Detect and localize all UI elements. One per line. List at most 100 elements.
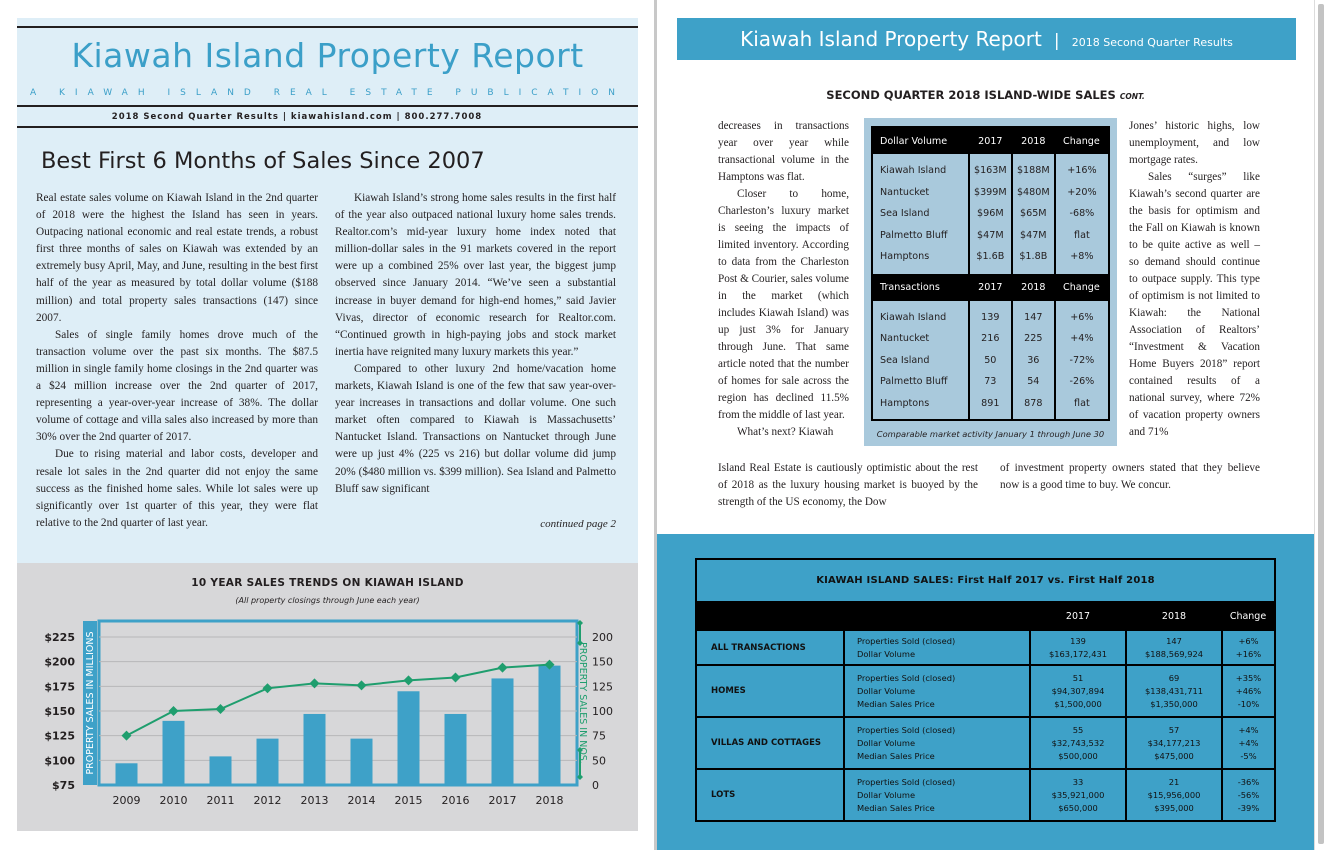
x-tick-label: 2017 xyxy=(489,794,517,807)
column-header: 2018 xyxy=(1011,273,1055,301)
bar xyxy=(115,763,138,784)
market-name: Kiawah Island xyxy=(880,311,947,323)
cell: flat xyxy=(1053,224,1109,246)
change-value: +4% xyxy=(1238,737,1259,748)
section-heading: SECOND QUARTER 2018 ISLAND-WIDE SALES CO… xyxy=(657,88,1314,102)
banner-subtitle: 2018 Second Quarter Results xyxy=(1071,36,1233,49)
y2-axis-marker xyxy=(577,774,583,780)
continued-link[interactable]: continued page 2 xyxy=(540,518,616,530)
line-point xyxy=(450,672,461,683)
market-name: Hamptons xyxy=(880,397,930,409)
sales-summary-table: KIAWAH ISLAND SALES: First Half 2017 vs.… xyxy=(695,558,1276,822)
cell: 36 xyxy=(1010,349,1055,371)
paragraph: Closer to home, Charleston’s luxury mark… xyxy=(718,188,849,421)
dollar-volume-rows: Kiawah Island $163M $188M +16% Nantucket $399… xyxy=(872,154,1109,274)
cell: 139 xyxy=(967,306,1012,328)
value-2018: 21 xyxy=(1168,776,1180,787)
y-tick-label: $100 xyxy=(44,754,75,767)
metric-label: Properties Sold (closed) xyxy=(857,635,956,646)
banner-separator: | xyxy=(1053,31,1060,51)
metric-label: Dollar Volume xyxy=(857,685,916,696)
masthead-info: 2018 Second Quarter Results | kiawahisla… xyxy=(111,112,483,122)
value-2017: 51 xyxy=(1072,672,1084,683)
value-2017: $1,500,000 xyxy=(1054,698,1102,709)
column-header: 2017 xyxy=(968,273,1012,301)
metric-label: Properties Sold (closed) xyxy=(857,672,956,683)
change-value: +46% xyxy=(1235,685,1262,696)
front-page-article: Kiawah Island Property Report A KIAWAH I… xyxy=(17,18,638,563)
line-point xyxy=(121,730,132,741)
cell: +16% xyxy=(1053,160,1109,182)
x-tick-label: 2018 xyxy=(536,794,564,807)
column-header: Dollar Volume xyxy=(872,127,969,154)
cell: $65M xyxy=(1010,203,1055,225)
category-label: LOTS xyxy=(696,769,845,822)
x-tick-label: 2014 xyxy=(348,794,376,807)
sales-trend-chart: PROPERTY SALES IN MILLIONS $75 $100 $125 $15… xyxy=(44,619,613,807)
cell: 878 xyxy=(1010,392,1055,414)
paragraph: Sales “surges” like Kiawah’s second quar… xyxy=(1129,171,1260,438)
y2-tick-label: 125 xyxy=(592,680,613,693)
value-2017: 139 xyxy=(1070,635,1086,646)
table-header-row: 2017 2018 Change xyxy=(696,601,1275,631)
cell: $163M xyxy=(967,160,1012,182)
metric-label: Dollar Volume xyxy=(857,789,916,800)
x-tick-label: 2009 xyxy=(113,794,141,807)
scrollbar[interactable] xyxy=(1314,0,1326,850)
y2-tick-label: 50 xyxy=(592,754,606,767)
y-tick-label: $175 xyxy=(44,680,75,693)
x-tick-label: 2015 xyxy=(395,794,423,807)
value-2018: $138,431,711 xyxy=(1144,685,1204,696)
y2-tick-label: 100 xyxy=(592,705,613,718)
spacer-row xyxy=(872,300,1109,307)
y2-tick-label: 200 xyxy=(592,631,613,644)
change-values: +4% +4% -5% xyxy=(1222,717,1275,770)
masthead-top-rule xyxy=(17,26,638,28)
cell: +20% xyxy=(1053,181,1109,203)
change-value: -5% xyxy=(1240,750,1257,761)
x-tick-label: 2012 xyxy=(254,794,282,807)
value-2018: $1,350,000 xyxy=(1150,698,1198,709)
y-tick-label: $150 xyxy=(44,705,75,718)
scrollbar-thumb[interactable] xyxy=(1318,4,1324,844)
paragraph: Jones’ historic highs, low unemployment,… xyxy=(1129,120,1260,166)
table-row: Hamptons $1.6B $1.8B +8% xyxy=(872,246,1109,268)
right-page: Kiawah Island Property Report | 2018 Sec… xyxy=(657,0,1314,850)
cell: +6% xyxy=(1053,306,1109,328)
change-values: +6% +16% xyxy=(1222,631,1275,666)
values-2018: 21 $15,956,000 $395,000 xyxy=(1126,769,1223,822)
y-tick-label: $200 xyxy=(44,656,75,669)
table-row: VILLAS AND COTTAGES Properties Sold (clo… xyxy=(696,717,1275,770)
paragraph: Real estate sales volume on Kiawah Islan… xyxy=(36,192,318,324)
table-row: ALL TRANSACTIONS Properties Sold (closed… xyxy=(696,631,1275,666)
cell: $96M xyxy=(967,203,1012,225)
y-tick-label: $75 xyxy=(52,779,75,792)
chart-subtitle: (All property closings through June each… xyxy=(235,596,420,605)
value-2018: $34,177,213 xyxy=(1147,737,1201,748)
value-2017: $35,921,000 xyxy=(1051,789,1105,800)
column-header xyxy=(844,601,1030,631)
cell: 54 xyxy=(1010,371,1055,393)
cell: 225 xyxy=(1010,328,1055,350)
metric-label: Properties Sold (closed) xyxy=(857,724,956,735)
line-point xyxy=(215,704,226,715)
metric-labels: Properties Sold (closed) Dollar Volume Med… xyxy=(844,665,1031,718)
sales-summary-panel: KIAWAH ISLAND SALES: First Half 2017 vs.… xyxy=(657,534,1314,850)
change-value: +16% xyxy=(1235,648,1262,659)
value-2017: $500,000 xyxy=(1058,750,1098,761)
metric-label: Properties Sold (closed) xyxy=(857,776,956,787)
table-row: Hamptons 891 878 flat xyxy=(872,392,1109,414)
value-2017: $94,307,894 xyxy=(1051,685,1105,696)
column-header: Change xyxy=(1054,273,1109,301)
values-2017: 55 $32,743,532 $500,000 xyxy=(1030,717,1127,770)
value-2017: 55 xyxy=(1072,724,1084,735)
y-tick-label: $225 xyxy=(44,631,75,644)
line-point xyxy=(309,678,320,689)
line-point xyxy=(356,680,367,691)
y2-axis-marker xyxy=(577,747,583,753)
y-tick-label: $125 xyxy=(44,730,75,743)
cell: +8% xyxy=(1053,246,1109,268)
change-values: -36% -56% -39% xyxy=(1222,769,1275,822)
paragraph: What’s next? Kiawah xyxy=(737,426,834,438)
cell: $47M xyxy=(967,224,1012,246)
